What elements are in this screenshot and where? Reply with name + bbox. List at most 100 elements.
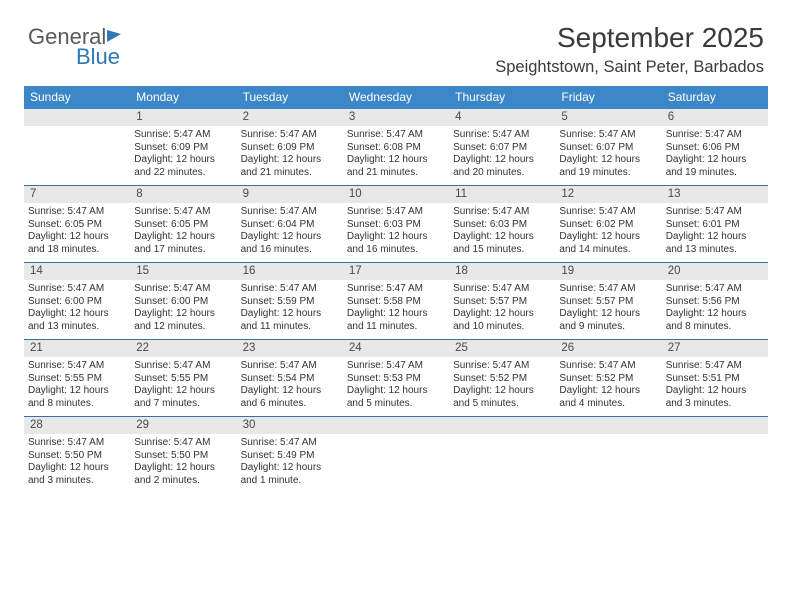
sunset-text: Sunset: 6:06 PM xyxy=(666,142,764,155)
sunrise-text: Sunrise: 5:47 AM xyxy=(666,360,764,373)
day-cell xyxy=(343,417,449,493)
day-cell: 20Sunrise: 5:47 AMSunset: 5:56 PMDayligh… xyxy=(662,263,768,339)
daylight-text: Daylight: 12 hours xyxy=(559,385,657,398)
daylight-text: Daylight: 12 hours xyxy=(559,154,657,167)
day-number xyxy=(343,417,449,434)
day-cell: 18Sunrise: 5:47 AMSunset: 5:57 PMDayligh… xyxy=(449,263,555,339)
day-cell xyxy=(555,417,661,493)
brand-triangle-icon xyxy=(107,30,121,42)
daylight-text: Daylight: 12 hours xyxy=(28,231,126,244)
sunset-text: Sunset: 5:57 PM xyxy=(453,296,551,309)
day-cell: 8Sunrise: 5:47 AMSunset: 6:05 PMDaylight… xyxy=(130,186,236,262)
day-number: 1 xyxy=(130,109,236,126)
day-cell: 14Sunrise: 5:47 AMSunset: 6:00 PMDayligh… xyxy=(24,263,130,339)
week-row: 1 Sunrise: 5:47 AM Sunset: 6:09 PM Daylight… xyxy=(24,109,768,186)
day-cell: 2Sunrise: 5:47 AMSunset: 6:09 PMDaylight… xyxy=(237,109,343,185)
day-number xyxy=(555,417,661,434)
sunset-text: Sunset: 6:01 PM xyxy=(666,219,764,232)
daylight-text: and 22 minutes. xyxy=(134,167,232,180)
day-cell: 27 Sunrise: 5:47 AMSunset: 5:51 PMDayligh… xyxy=(662,340,768,416)
weekday-header: Thursday xyxy=(449,86,555,109)
daylight-text: and 11 minutes. xyxy=(241,321,339,334)
day-cell: 29Sunrise: 5:47 AMSunset: 5:50 PMDayligh… xyxy=(130,417,236,493)
sunset-text: Sunset: 6:08 PM xyxy=(347,142,445,155)
day-number: 29 xyxy=(130,417,236,434)
daylight-text: and 5 minutes. xyxy=(347,398,445,411)
brand-word-2: Blue xyxy=(76,44,121,70)
daylight-text: Daylight: 12 hours xyxy=(347,385,445,398)
day-number: 17 xyxy=(343,263,449,280)
sunrise-text: Sunrise: 5:47 AM xyxy=(666,129,764,142)
daylight-text: and 6 minutes. xyxy=(241,398,339,411)
day-cell: 15Sunrise: 5:47 AMSunset: 6:00 PMDayligh… xyxy=(130,263,236,339)
sunrise-text: Sunrise: 5:47 AM xyxy=(347,283,445,296)
sunrise-text: Sunrise: 5:47 AM xyxy=(559,129,657,142)
sunrise-text: Sunrise: 5:47 AM xyxy=(241,206,339,219)
sunrise-text: Sunrise: 5:47 AM xyxy=(559,206,657,219)
sunset-text: Sunset: 5:50 PM xyxy=(134,450,232,463)
sunset-text: Sunset: 5:54 PM xyxy=(241,373,339,386)
day-cell: 30Sunrise: 5:47 AMSunset: 5:49 PMDayligh… xyxy=(237,417,343,493)
daylight-text: and 7 minutes. xyxy=(134,398,232,411)
sunset-text: Sunset: 5:56 PM xyxy=(666,296,764,309)
daylight-text: Daylight: 12 hours xyxy=(666,231,764,244)
daylight-text: Daylight: 12 hours xyxy=(559,231,657,244)
sunset-text: Sunset: 5:55 PM xyxy=(134,373,232,386)
sunrise-text: Sunrise: 5:47 AM xyxy=(453,206,551,219)
daylight-text: Daylight: 12 hours xyxy=(28,385,126,398)
day-number: 10 xyxy=(343,186,449,203)
day-number: 28 xyxy=(24,417,130,434)
daylight-text: and 13 minutes. xyxy=(28,321,126,334)
daylight-text: and 19 minutes. xyxy=(666,167,764,180)
calendar-grid: Sunday Monday Tuesday Wednesday Thursday… xyxy=(24,86,768,493)
daylight-text: Daylight: 12 hours xyxy=(134,308,232,321)
sunrise-text: Sunrise: 5:47 AM xyxy=(453,129,551,142)
day-number: 24 xyxy=(343,340,449,357)
sunset-text: Sunset: 5:51 PM xyxy=(666,373,764,386)
sunrise-text: Sunrise: 5:47 AM xyxy=(28,206,126,219)
daylight-text: and 3 minutes. xyxy=(666,398,764,411)
sunrise-text: Sunrise: 5:47 AM xyxy=(453,283,551,296)
daylight-text: and 21 minutes. xyxy=(347,167,445,180)
sunset-text: Sunset: 6:00 PM xyxy=(134,296,232,309)
day-number: 3 xyxy=(343,109,449,126)
sunset-text: Sunset: 5:50 PM xyxy=(28,450,126,463)
sunrise-text: Sunrise: 5:47 AM xyxy=(241,129,339,142)
daylight-text: Daylight: 12 hours xyxy=(453,308,551,321)
weekday-header: Sunday xyxy=(24,86,130,109)
daylight-text: and 16 minutes. xyxy=(347,244,445,257)
sunset-text: Sunset: 6:07 PM xyxy=(453,142,551,155)
weekday-header: Monday xyxy=(130,86,236,109)
daylight-text: Daylight: 12 hours xyxy=(453,385,551,398)
day-cell: 3Sunrise: 5:47 AMSunset: 6:08 PMDaylight… xyxy=(343,109,449,185)
sunset-text: Sunset: 5:55 PM xyxy=(28,373,126,386)
daylight-text: Daylight: 12 hours xyxy=(666,385,764,398)
day-number: 30 xyxy=(237,417,343,434)
sunset-text: Sunset: 6:03 PM xyxy=(347,219,445,232)
day-cell: 16Sunrise: 5:47 AMSunset: 5:59 PMDayligh… xyxy=(237,263,343,339)
day-number: 27 xyxy=(662,340,768,357)
sunset-text: Sunset: 6:09 PM xyxy=(134,142,232,155)
sunrise-text: Sunrise: 5:47 AM xyxy=(241,283,339,296)
daylight-text: Daylight: 12 hours xyxy=(134,231,232,244)
day-number: 12 xyxy=(555,186,661,203)
day-number: 20 xyxy=(662,263,768,280)
sunrise-text: Sunrise: 5:47 AM xyxy=(559,360,657,373)
daylight-text: and 8 minutes. xyxy=(28,398,126,411)
week-row: 21Sunrise: 5:47 AMSunset: 5:55 PMDayligh… xyxy=(24,340,768,417)
day-number: 25 xyxy=(449,340,555,357)
day-number: 22 xyxy=(130,340,236,357)
day-cell: 25Sunrise: 5:47 AMSunset: 5:52 PMDayligh… xyxy=(449,340,555,416)
week-row: 28Sunrise: 5:47 AMSunset: 5:50 PMDayligh… xyxy=(24,417,768,493)
sunset-text: Sunset: 5:53 PM xyxy=(347,373,445,386)
daylight-text: and 21 minutes. xyxy=(241,167,339,180)
daylight-text: and 15 minutes. xyxy=(453,244,551,257)
day-cell: 9Sunrise: 5:47 AMSunset: 6:04 PMDaylight… xyxy=(237,186,343,262)
daylight-text: Daylight: 12 hours xyxy=(28,308,126,321)
sunrise-text: Sunrise: 5:47 AM xyxy=(347,129,445,142)
daylight-text: and 5 minutes. xyxy=(453,398,551,411)
sunrise-text: Sunrise: 5:47 AM xyxy=(28,437,126,450)
sunset-text: Sunset: 5:59 PM xyxy=(241,296,339,309)
daylight-text: and 14 minutes. xyxy=(559,244,657,257)
day-number xyxy=(24,109,130,126)
